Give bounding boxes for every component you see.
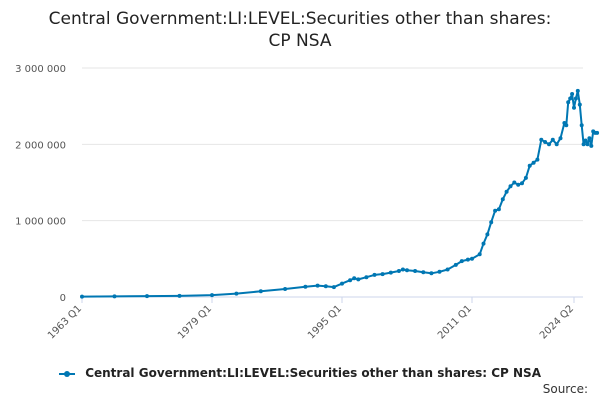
data-point[interactable] bbox=[348, 278, 353, 283]
y-tick-label: 3 000 000 bbox=[15, 64, 66, 75]
data-point[interactable] bbox=[570, 92, 575, 96]
data-point[interactable] bbox=[481, 241, 486, 246]
data-point[interactable] bbox=[429, 271, 434, 276]
source-label: Source: bbox=[542, 382, 588, 396]
data-point[interactable] bbox=[493, 208, 498, 213]
data-point[interactable] bbox=[340, 281, 344, 286]
data-point[interactable] bbox=[535, 157, 540, 162]
data-point[interactable] bbox=[396, 269, 401, 273]
data-point[interactable] bbox=[356, 277, 361, 282]
data-point[interactable] bbox=[465, 257, 470, 262]
x-tick-label: 1979 Q1 bbox=[176, 303, 214, 341]
data-point[interactable] bbox=[380, 272, 385, 277]
x-tick-label: 2011 Q1 bbox=[436, 303, 474, 341]
data-point[interactable] bbox=[520, 181, 524, 186]
data-point[interactable] bbox=[234, 291, 239, 296]
data-point[interactable] bbox=[364, 275, 369, 280]
data-point[interactable] bbox=[583, 138, 588, 143]
data-point[interactable] bbox=[543, 140, 548, 144]
series-line bbox=[81, 89, 598, 298]
data-point[interactable] bbox=[80, 294, 84, 299]
data-point[interactable] bbox=[453, 262, 458, 267]
chart-title-line-2: CP NSA bbox=[268, 31, 332, 51]
data-point[interactable] bbox=[421, 270, 426, 275]
data-point[interactable] bbox=[573, 96, 578, 101]
data-point[interactable] bbox=[527, 163, 532, 168]
data-point[interactable] bbox=[496, 207, 501, 212]
series-group bbox=[80, 88, 600, 299]
data-point[interactable] bbox=[445, 267, 450, 272]
x-tick-label: 2024 Q2 bbox=[538, 303, 576, 341]
y-tick-label: 2 000 000 bbox=[15, 140, 66, 151]
data-point[interactable] bbox=[303, 284, 308, 289]
data-point[interactable] bbox=[539, 137, 544, 142]
data-point[interactable] bbox=[564, 123, 569, 128]
data-point[interactable] bbox=[210, 293, 214, 298]
data-point[interactable] bbox=[470, 256, 474, 261]
data-point[interactable] bbox=[437, 269, 442, 274]
data-point[interactable] bbox=[315, 283, 320, 288]
data-point[interactable] bbox=[579, 123, 584, 128]
data-point[interactable] bbox=[577, 102, 582, 107]
data-point[interactable] bbox=[388, 270, 393, 275]
data-point[interactable] bbox=[459, 259, 464, 264]
data-point[interactable] bbox=[331, 285, 336, 290]
data-point[interactable] bbox=[523, 175, 528, 180]
data-point[interactable] bbox=[177, 293, 182, 298]
data-point[interactable] bbox=[575, 88, 580, 93]
data-point[interactable] bbox=[489, 220, 494, 225]
data-point[interactable] bbox=[112, 294, 117, 299]
data-point[interactable] bbox=[531, 160, 536, 165]
data-point[interactable] bbox=[352, 276, 357, 281]
y-tick-label: 1 000 000 bbox=[15, 217, 66, 228]
y-axis-ticks: 0 1 000 000 2 000 000 3 000 000 bbox=[15, 64, 66, 304]
x-tick-label: 1995 Q1 bbox=[306, 303, 344, 341]
x-tick-label: 1963 Q1 bbox=[46, 303, 84, 341]
data-point[interactable] bbox=[587, 136, 592, 141]
data-point[interactable] bbox=[323, 284, 328, 289]
data-point[interactable] bbox=[413, 269, 418, 273]
data-point[interactable] bbox=[566, 100, 571, 105]
data-point[interactable] bbox=[400, 267, 405, 272]
data-point[interactable] bbox=[585, 142, 590, 147]
y-tick-label: 0 bbox=[60, 293, 66, 304]
data-point[interactable] bbox=[595, 130, 600, 135]
data-point[interactable] bbox=[258, 289, 263, 294]
data-point[interactable] bbox=[516, 182, 521, 187]
legend-label: Central Government:LI:LEVEL:Securities o… bbox=[85, 366, 541, 380]
grid-lines bbox=[82, 67, 583, 298]
data-point[interactable] bbox=[145, 294, 149, 299]
data-point[interactable] bbox=[283, 287, 288, 291]
legend-swatch bbox=[59, 370, 75, 377]
chart-title: Central Government:LI:LEVEL:Securities o… bbox=[0, 8, 600, 52]
x-axis-ticks: 1963 Q1 1979 Q1 1995 Q1 2011 Q1 2024 Q2 bbox=[46, 297, 576, 341]
data-point[interactable] bbox=[512, 180, 517, 185]
data-point[interactable] bbox=[485, 232, 490, 237]
legend[interactable]: Central Government:LI:LEVEL:Securities o… bbox=[0, 366, 600, 380]
chart-title-line-1: Central Government:LI:LEVEL:Securities o… bbox=[48, 9, 552, 29]
data-point[interactable] bbox=[547, 142, 551, 147]
data-point[interactable] bbox=[589, 143, 594, 148]
data-point[interactable] bbox=[568, 96, 573, 101]
data-point[interactable] bbox=[558, 136, 563, 141]
data-point[interactable] bbox=[504, 189, 509, 194]
data-point[interactable] bbox=[477, 252, 482, 257]
data-point[interactable] bbox=[405, 268, 409, 273]
data-point[interactable] bbox=[372, 272, 377, 277]
data-point[interactable] bbox=[572, 105, 576, 110]
data-point[interactable] bbox=[581, 142, 586, 147]
data-point[interactable] bbox=[500, 197, 505, 202]
data-point[interactable] bbox=[550, 137, 555, 142]
data-point[interactable] bbox=[554, 142, 559, 147]
data-point[interactable] bbox=[508, 184, 513, 189]
